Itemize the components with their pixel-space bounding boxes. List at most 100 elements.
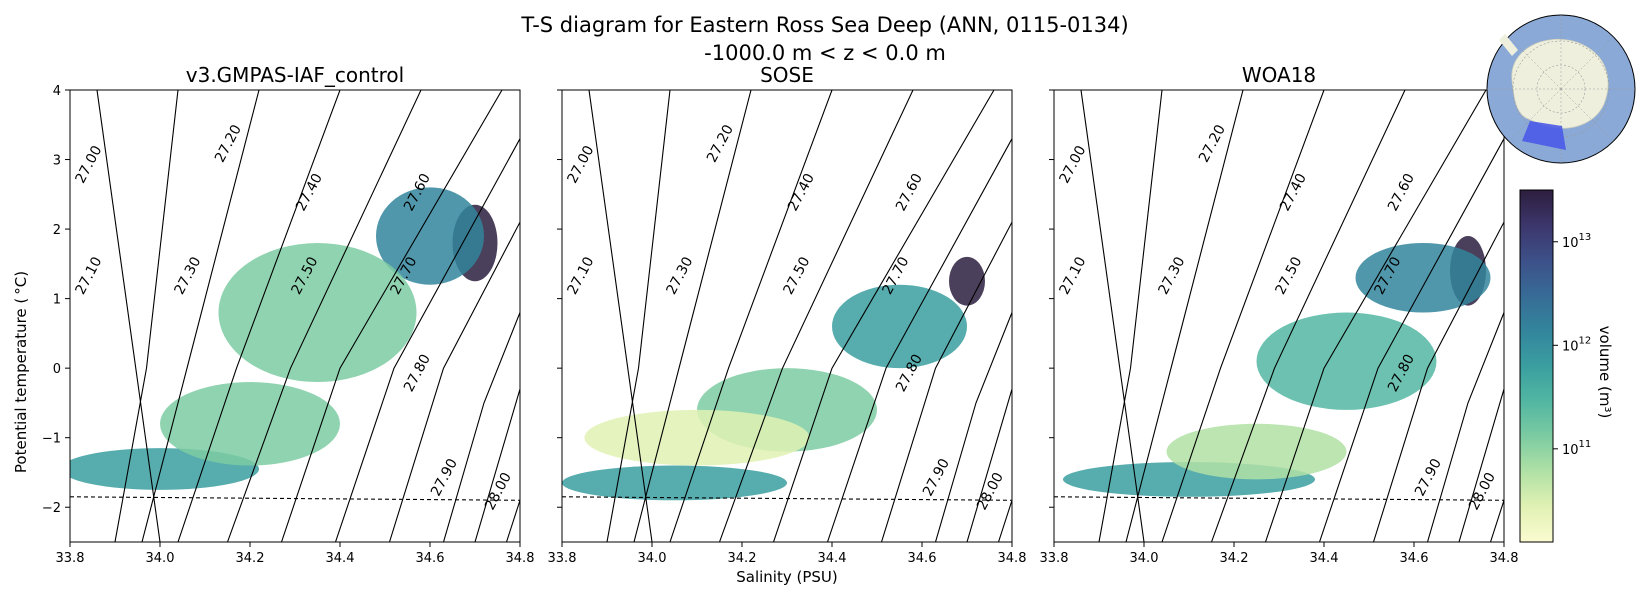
x-tick-label: 34.2 xyxy=(1220,551,1249,566)
axes-frame xyxy=(1053,89,1505,543)
contour-label: 27.10 xyxy=(72,254,105,297)
density-contour-27.30 xyxy=(669,90,833,542)
panel-2: SOSE 27.00 27.10 27.20 27.30 27.40 27.50 27.60 2… xyxy=(548,63,1027,566)
contour-label: 27.90 xyxy=(920,456,953,499)
contour-label: 27.00 xyxy=(72,143,105,186)
density-contour-27.30 xyxy=(1161,90,1325,542)
contour-label: 28.00 xyxy=(974,470,1007,513)
contour-label: 27.30 xyxy=(1155,254,1188,297)
contour-label: 27.00 xyxy=(1056,143,1089,186)
x-tick-label: 34.0 xyxy=(1130,551,1159,566)
map-land xyxy=(1511,38,1609,129)
contour-label: 27.00 xyxy=(564,143,597,186)
map-graticule xyxy=(1508,36,1562,90)
density-contour-27.60 xyxy=(1318,138,1504,542)
density-contour-27.30 xyxy=(177,90,341,542)
figure-title-line2: -1000.0 m < z < 0.0 m xyxy=(704,41,946,65)
contour-label: 27.50 xyxy=(780,254,813,297)
contour-label: 27.20 xyxy=(212,122,245,165)
contour-label: 27.10 xyxy=(564,254,597,297)
density-contour-27.60 xyxy=(826,138,1012,542)
x-tick-label: 34.8 xyxy=(998,551,1027,566)
x-tick-label: 34.2 xyxy=(236,551,265,566)
density-contour-27.40 xyxy=(718,90,914,542)
density-contour-27.80 xyxy=(934,312,1012,542)
colorbar-tick-label: 1012 xyxy=(1562,335,1591,354)
density-contour-27.50 xyxy=(1264,90,1487,542)
density-contour-27.70 xyxy=(388,221,520,542)
contour-label: 27.40 xyxy=(785,171,818,214)
density-contour-27.00 xyxy=(588,90,653,542)
freezing-line xyxy=(70,496,520,501)
density-contour-27.80 xyxy=(442,312,520,542)
panel-3: WOA18 27.00 27.10 27.20 27.30 27.40 27.50 27.60… xyxy=(1040,63,1519,566)
panel-title: WOA18 xyxy=(1242,63,1316,87)
x-tick-label: 33.8 xyxy=(1040,551,1069,566)
density-contour-27.70 xyxy=(1372,221,1504,542)
density-contour-27.90 xyxy=(474,388,520,542)
heatmap-cell-cluster xyxy=(832,284,967,369)
density-contour-27.20 xyxy=(1125,90,1244,542)
density-contour-27.50 xyxy=(772,90,995,542)
map-region-highlight xyxy=(1522,121,1566,150)
panel-title: SOSE xyxy=(760,63,814,87)
density-contour-27.10 xyxy=(114,90,179,542)
x-tick-label: 34.6 xyxy=(908,551,937,566)
plot-area: 27.0027.1027.2027.3027.4027.5027.6027.70… xyxy=(562,90,1012,542)
density-contour-27.60 xyxy=(334,138,520,542)
y-axis-label: Potential temperature ( °C) xyxy=(12,271,30,473)
density-contour-27.90 xyxy=(1458,388,1504,542)
colorbar-label: volume (m³) xyxy=(1596,326,1614,419)
contour-label: 27.20 xyxy=(1196,122,1229,165)
panel-1: v3.GMPAS-IAF_control 27.00 27.10 27.20 27.30… xyxy=(42,63,535,566)
inset-map xyxy=(1486,14,1636,164)
heatmap-cell-cluster xyxy=(1256,312,1437,410)
contour-label: 28.00 xyxy=(1466,470,1499,513)
axes-frame xyxy=(561,89,1013,543)
x-tick-label: 34.4 xyxy=(818,551,847,566)
density-contour-28.00 xyxy=(1489,500,1504,542)
colorbar: 1011 1012 1013 xyxy=(1519,189,1591,543)
y-tick-label: 0 xyxy=(53,362,61,377)
x-tick-label: 34.6 xyxy=(416,551,445,566)
y-tick-label: 2 xyxy=(53,223,61,238)
map-peninsula xyxy=(1499,34,1518,56)
density-contour-28.00 xyxy=(505,500,520,542)
density-contour-27.00 xyxy=(96,90,161,542)
y-tick-label: 1 xyxy=(53,293,61,308)
colorbar-gradient xyxy=(1519,189,1554,543)
x-tick-label: 34.4 xyxy=(326,551,355,566)
contour-label: 27.40 xyxy=(293,171,326,214)
heatmap-cell-cluster xyxy=(949,256,985,306)
heatmap-cell-cluster xyxy=(562,465,787,501)
map-graticule xyxy=(1560,88,1614,142)
x-tick-label: 34.0 xyxy=(638,551,667,566)
contour-label: 27.20 xyxy=(704,122,737,165)
y-tick-label: −1 xyxy=(42,432,61,447)
contour-label: 27.50 xyxy=(1272,254,1305,297)
x-axis-label: Salinity (PSU) xyxy=(736,568,838,586)
heatmap-cell-cluster xyxy=(160,382,340,466)
density-contour-27.00 xyxy=(1080,90,1145,542)
x-tick-label: 33.8 xyxy=(56,551,85,566)
map-graticule xyxy=(1508,88,1562,142)
contour-label: 27.90 xyxy=(428,456,461,499)
x-tick-label: 33.8 xyxy=(548,551,577,566)
freezing-line xyxy=(562,496,1012,501)
freezing-line xyxy=(1054,496,1504,501)
colorbar-tick-label: 1013 xyxy=(1562,232,1591,251)
density-contour-27.20 xyxy=(141,90,260,542)
density-contour-27.70 xyxy=(880,221,1012,542)
x-tick-label: 34.6 xyxy=(1400,551,1429,566)
contour-label: 27.80 xyxy=(401,352,434,395)
x-tick-label: 34.4 xyxy=(1310,551,1339,566)
density-contour-27.40 xyxy=(226,90,422,542)
density-contour-27.80 xyxy=(1426,312,1504,542)
contour-label: 27.30 xyxy=(663,254,696,297)
contour-label: 27.60 xyxy=(1385,171,1418,214)
contour-label: 27.40 xyxy=(1277,171,1310,214)
y-tick-label: −2 xyxy=(42,501,61,516)
y-tick-label: 3 xyxy=(53,154,61,169)
panel-title: v3.GMPAS-IAF_control xyxy=(186,63,404,87)
